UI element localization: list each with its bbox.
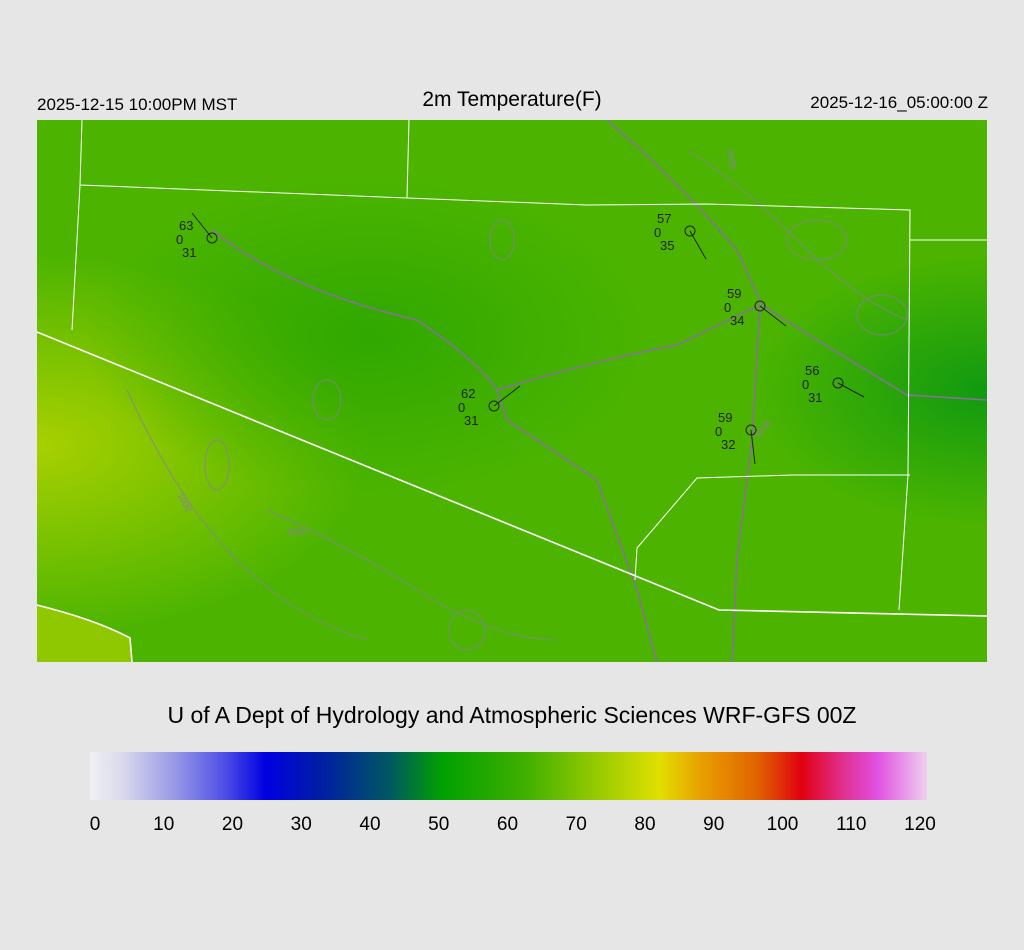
station-plot: 62 0 31 xyxy=(458,385,521,428)
contour-label: 3000 xyxy=(287,527,307,537)
station-dewpoint: 32 xyxy=(721,437,735,452)
station-plot: 59 0 34 xyxy=(724,286,787,328)
colorbar-tick: 90 xyxy=(703,814,725,835)
colorbar xyxy=(90,752,927,800)
station-plots: 63 0 31 57 0 35 59 0 34 56 0 31 62 0 31 … xyxy=(176,211,865,465)
station-dewpoint: 31 xyxy=(808,390,822,405)
roads xyxy=(211,120,987,662)
station-cloud: 0 xyxy=(802,377,809,392)
colorbar-tick: 120 xyxy=(904,814,936,835)
colorbar-tick: 50 xyxy=(428,814,450,835)
station-cloud: 0 xyxy=(654,225,661,240)
station-dewpoint: 31 xyxy=(182,245,196,260)
station-plot: 63 0 31 xyxy=(176,212,218,260)
station-temp: 63 xyxy=(179,218,193,233)
model-credit: U of A Dept of Hydrology and Atmospheric… xyxy=(167,702,857,728)
station-temp: 62 xyxy=(461,386,475,401)
station-circle xyxy=(206,232,218,244)
colorbar-tick: 110 xyxy=(836,814,867,835)
colorbar-tick: 80 xyxy=(634,814,656,835)
colorbar-tick: 40 xyxy=(359,814,381,835)
colorbar-tick: 20 xyxy=(221,814,244,835)
wind-barb xyxy=(759,305,787,327)
valid-time: 2025-12-16_05:00:00 Z xyxy=(810,93,988,112)
station-dewpoint: 35 xyxy=(660,238,674,253)
terrain-contours xyxy=(126,149,908,651)
contour-label: 4000 xyxy=(725,149,738,170)
colorbar-tick: 10 xyxy=(153,814,175,835)
station-cloud: 0 xyxy=(458,400,465,415)
station-cloud: 0 xyxy=(176,232,183,247)
station-plot: 57 0 35 xyxy=(654,211,707,260)
wind-barb xyxy=(493,385,521,407)
colorbar-tick: 70 xyxy=(565,814,587,835)
station-temp: 59 xyxy=(727,286,741,301)
local-time: 2025-12-15 10:00PM MST xyxy=(37,95,238,114)
colorbar-tick: 60 xyxy=(496,814,519,835)
colorbar-tick: 30 xyxy=(290,814,312,835)
station-dewpoint: 34 xyxy=(730,313,744,328)
station-circle xyxy=(832,377,844,389)
station-circle xyxy=(684,225,696,237)
station-cloud: 0 xyxy=(715,424,722,439)
colorbar-tick: 0 xyxy=(89,814,101,835)
station-circle xyxy=(488,400,500,412)
wind-barb xyxy=(191,212,213,239)
station-cloud: 0 xyxy=(724,300,731,315)
station-temp: 57 xyxy=(657,211,671,226)
map-title: 2m Temperature(F) xyxy=(422,88,602,111)
wind-barb xyxy=(837,382,865,398)
wind-barb xyxy=(689,230,707,260)
station-plot: 59 0 32 xyxy=(715,410,757,465)
station-circle xyxy=(754,300,766,312)
station-dewpoint: 31 xyxy=(464,413,478,428)
wind-barb xyxy=(750,429,756,465)
colorbar-tick: 100 xyxy=(766,814,799,835)
station-temp: 59 xyxy=(718,410,732,425)
temperature-map: 4000 5000 1000 3000 63 0 31 57 0 35 59 0… xyxy=(37,120,987,662)
state-borders xyxy=(37,120,987,662)
station-circle xyxy=(745,424,757,436)
station-temp: 56 xyxy=(805,363,819,378)
station-plot: 56 0 31 xyxy=(802,363,865,405)
